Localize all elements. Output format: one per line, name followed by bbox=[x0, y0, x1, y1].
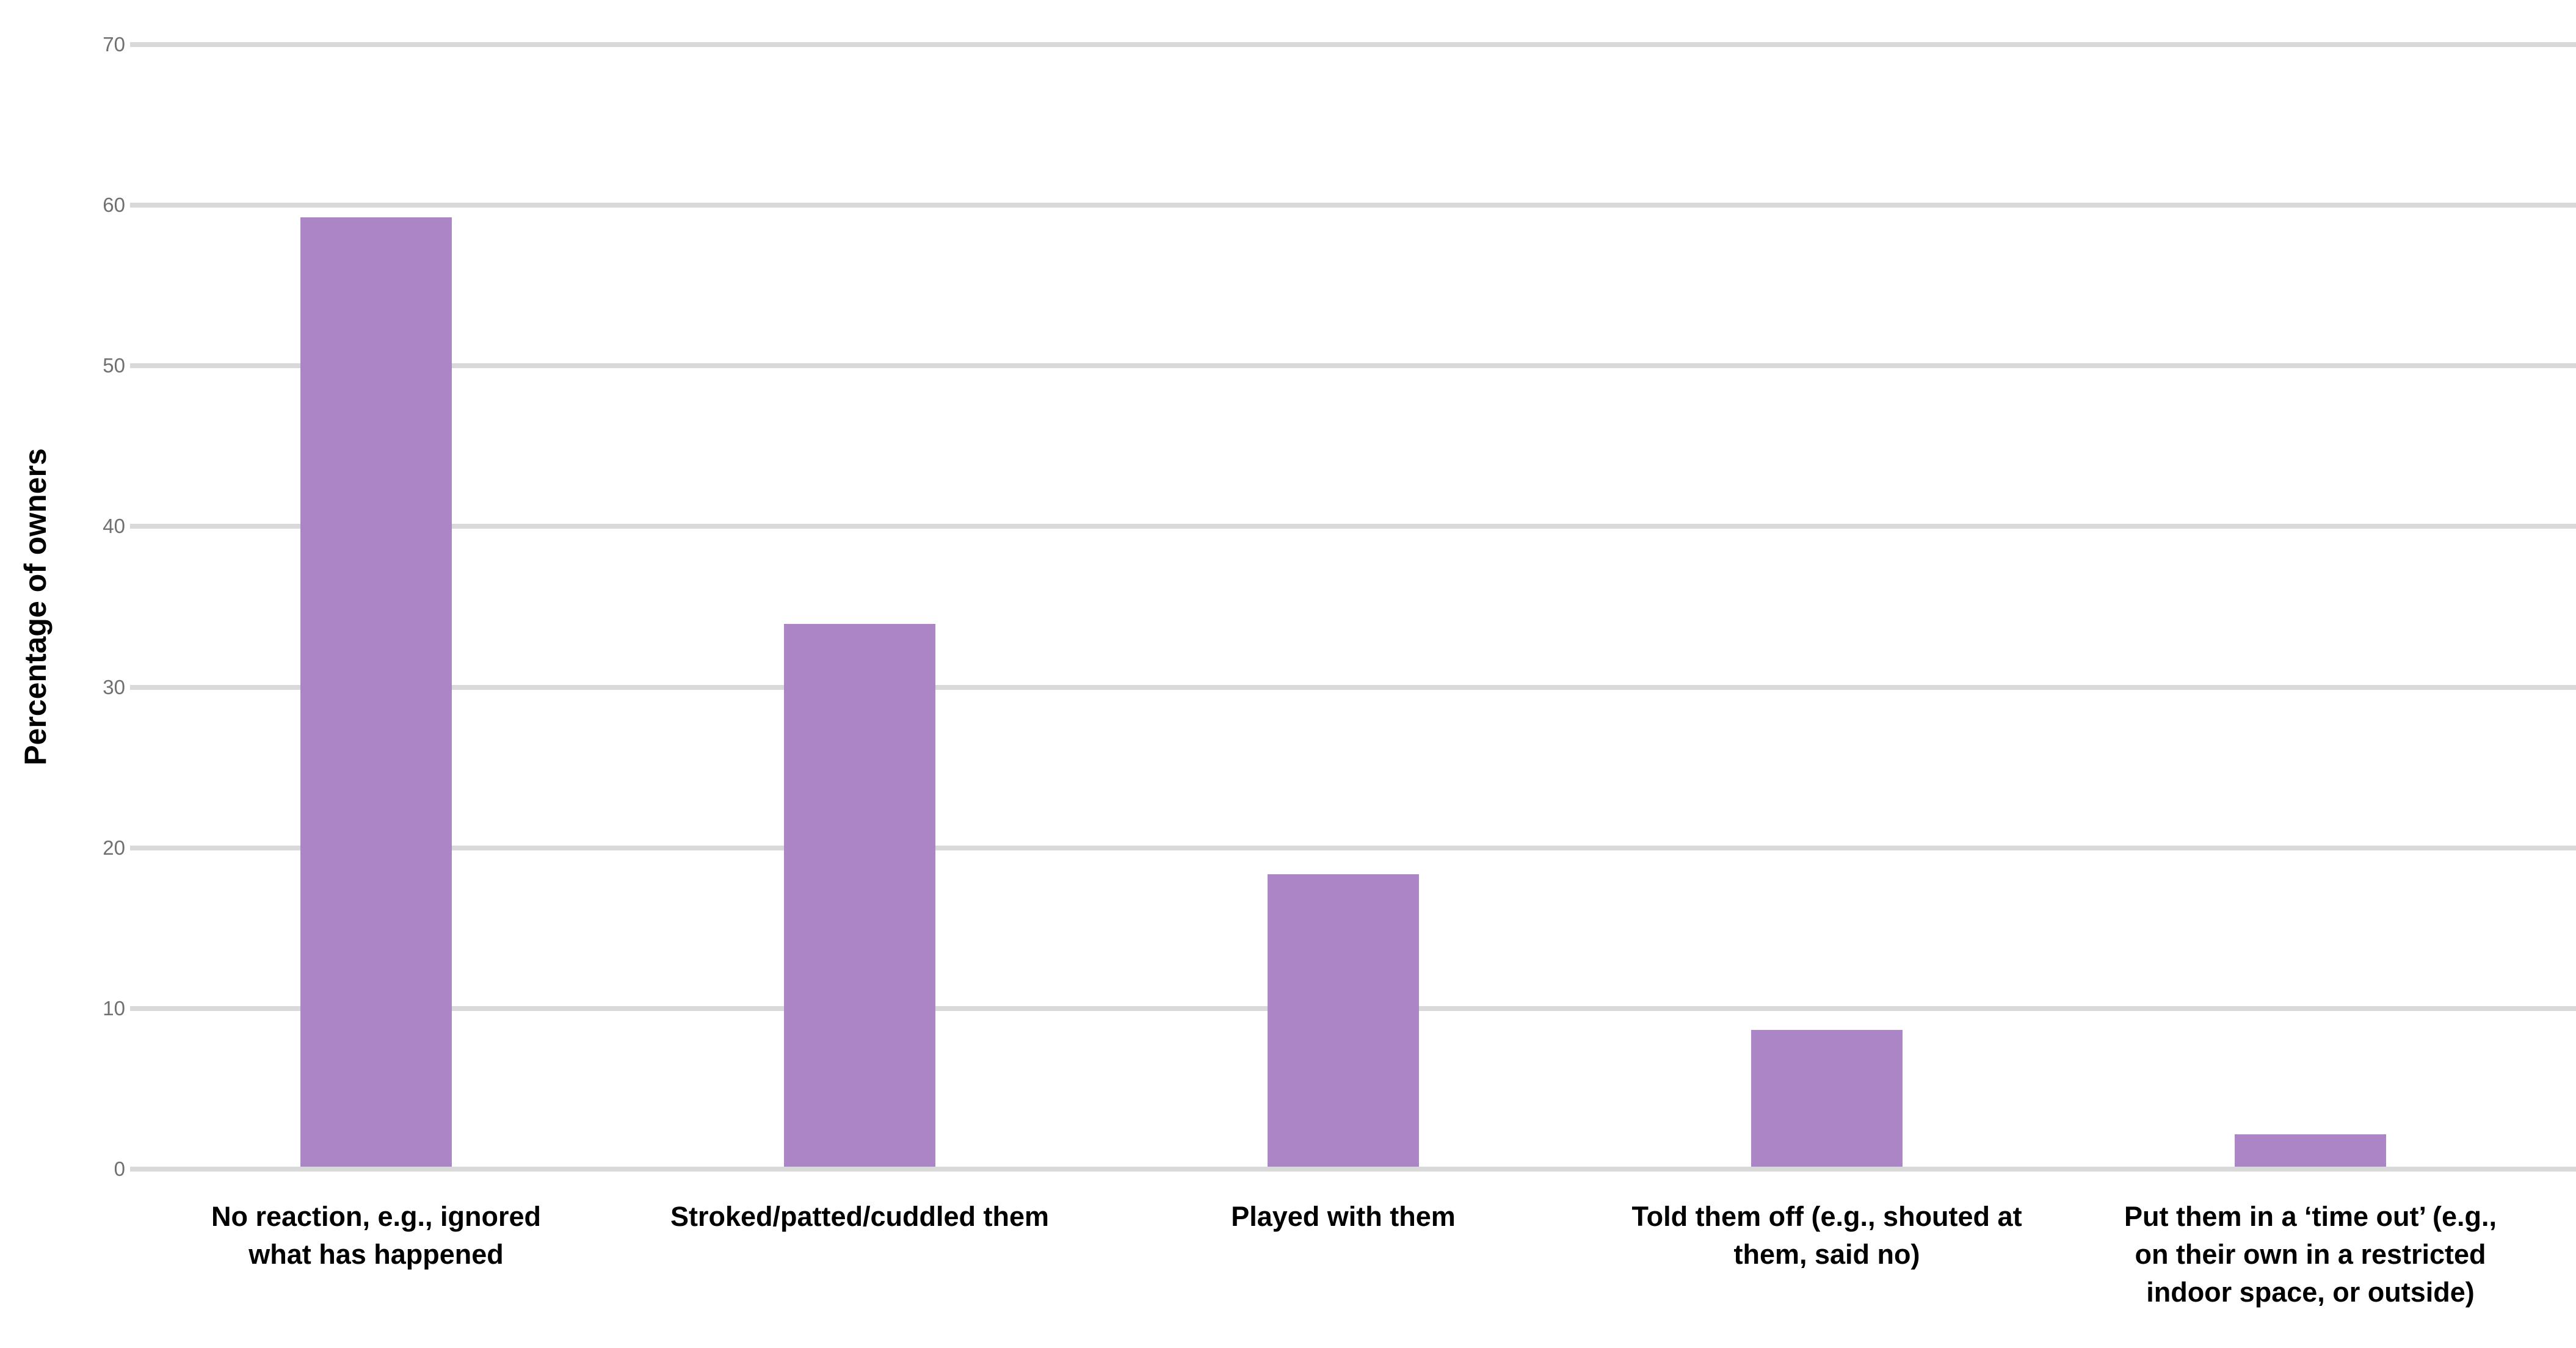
x-category-label-line: Told them off (e.g., shouted at bbox=[1631, 1201, 2022, 1232]
gridline-y-0 bbox=[130, 1167, 2576, 1172]
x-category-label-line: what has happened bbox=[249, 1239, 504, 1270]
y-tick-label-40: 40 bbox=[103, 515, 125, 537]
x-category-label-4: Told them off (e.g., shouted at them, sai… bbox=[1576, 1198, 2077, 1274]
bar-1 bbox=[300, 217, 452, 1167]
bar-4 bbox=[1751, 1030, 1903, 1167]
y-tick-label-50: 50 bbox=[103, 354, 125, 377]
gridline-y-70 bbox=[130, 42, 2576, 47]
x-category-label-line: indoor space, or outside) bbox=[2146, 1277, 2475, 1308]
y-tick-label-60: 60 bbox=[103, 194, 125, 216]
bar-3 bbox=[1268, 874, 1419, 1167]
y-tick-label-0: 0 bbox=[114, 1158, 125, 1180]
x-category-label-1: No reaction, e.g., ignored what has happe… bbox=[126, 1198, 626, 1274]
gridline-y-40 bbox=[130, 524, 2576, 529]
x-category-label-line: Stroked/patted/cuddled them bbox=[670, 1201, 1050, 1232]
y-tick-label-70: 70 bbox=[103, 33, 125, 56]
gridline-y-60 bbox=[130, 203, 2576, 208]
y-tick-label-30: 30 bbox=[103, 676, 125, 698]
gridline-y-50 bbox=[130, 363, 2576, 368]
x-category-label-2: Stroked/patted/cuddled them bbox=[609, 1198, 1110, 1236]
y-tick-label-20: 20 bbox=[103, 836, 125, 859]
y-axis-title: Percentage of owners bbox=[18, 448, 53, 766]
x-category-label-3: Played with them bbox=[1093, 1198, 1594, 1236]
x-category-label-line: them, said no) bbox=[1733, 1239, 1920, 1270]
gridline-y-30 bbox=[130, 685, 2576, 690]
x-category-label-line: Played with them bbox=[1231, 1201, 1456, 1232]
bar-5 bbox=[2235, 1134, 2386, 1167]
x-category-label-5: Put them in a ‘time out’ (e.g., on their … bbox=[2060, 1198, 2561, 1311]
x-category-label-line: Put them in a ‘time out’ (e.g., bbox=[2124, 1201, 2497, 1232]
bar-2 bbox=[784, 624, 935, 1167]
x-category-label-line: No reaction, e.g., ignored bbox=[211, 1201, 542, 1232]
gridline-y-20 bbox=[130, 846, 2576, 850]
x-category-label-line: on their own in a restricted bbox=[2135, 1239, 2486, 1270]
y-tick-label-10: 10 bbox=[103, 997, 125, 1020]
